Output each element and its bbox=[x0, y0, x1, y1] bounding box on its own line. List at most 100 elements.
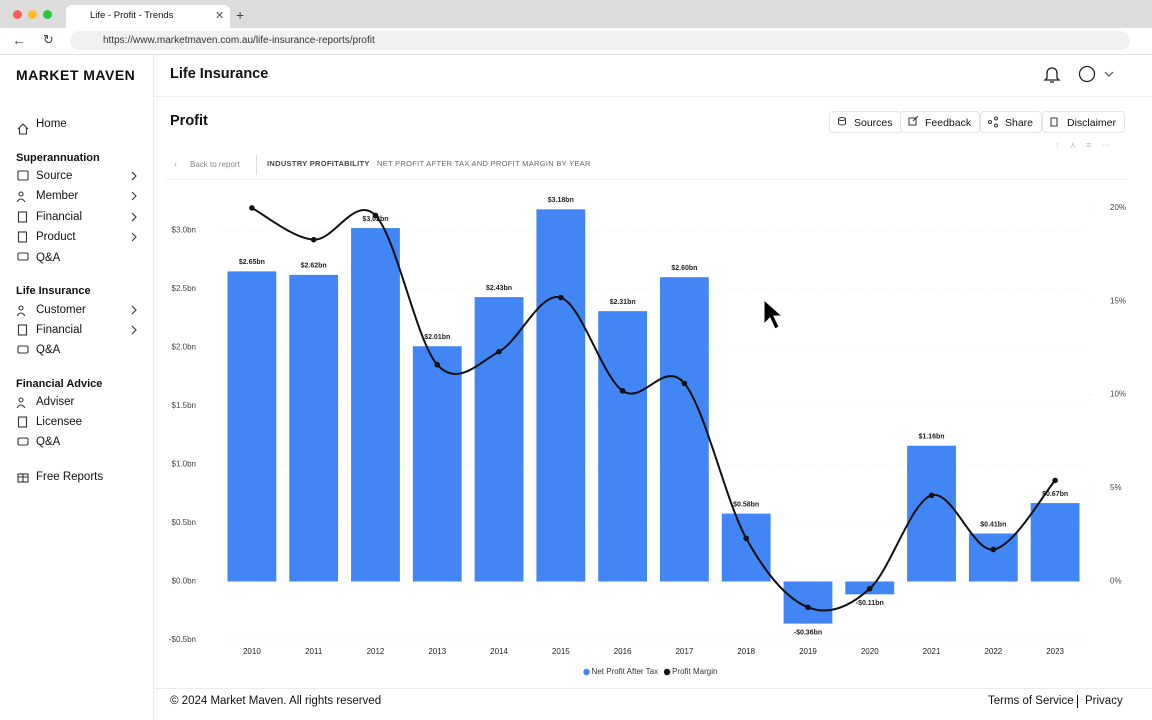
nav-item[interactable]: Financial bbox=[36, 324, 83, 336]
legend-label: Profit Margin bbox=[672, 667, 717, 676]
y-tick-label: $0.0bn bbox=[172, 577, 196, 586]
sources-button[interactable]: Sources bbox=[829, 111, 902, 133]
line-point bbox=[1052, 477, 1058, 484]
bar bbox=[351, 228, 400, 582]
nav-item[interactable]: Licensee bbox=[36, 416, 83, 428]
icon bbox=[17, 211, 28, 223]
x-tick-label: 2021 bbox=[923, 647, 941, 656]
x-tick-label: 2015 bbox=[552, 647, 570, 656]
line-point bbox=[372, 212, 379, 219]
y-tick-label: $3.0bn bbox=[172, 226, 196, 235]
data-label: $2.43bn bbox=[486, 285, 512, 292]
nav-home[interactable]: Home bbox=[36, 118, 67, 130]
section-title: Life Insurance bbox=[16, 285, 91, 297]
line-point bbox=[434, 361, 441, 368]
icon bbox=[17, 170, 29, 181]
new-tab[interactable]: + bbox=[236, 7, 245, 23]
y-tick-label: $1.5bn bbox=[172, 401, 196, 410]
line-point bbox=[619, 388, 626, 394]
y-tick-label: $1.0bn bbox=[172, 460, 196, 469]
back-button[interactable]: ← bbox=[12, 32, 26, 48]
minimize-window[interactable] bbox=[28, 10, 37, 19]
account-menu[interactable] bbox=[1104, 71, 1114, 77]
address-bar[interactable] bbox=[70, 31, 1130, 50]
privacy-link[interactable]: Privacy bbox=[1085, 695, 1123, 707]
nav-item[interactable]: Customer bbox=[36, 304, 86, 316]
chevron[interactable] bbox=[131, 191, 137, 201]
close-window[interactable] bbox=[13, 10, 22, 19]
icon bbox=[17, 252, 29, 261]
chevron[interactable] bbox=[131, 325, 137, 335]
bar bbox=[598, 311, 648, 582]
footer-divider bbox=[154, 688, 1152, 689]
bar bbox=[659, 277, 709, 582]
chevron[interactable] bbox=[131, 232, 137, 242]
line-point bbox=[866, 585, 873, 592]
nav-item[interactable]: Product bbox=[36, 231, 76, 243]
x-tick-label: 2020 bbox=[861, 647, 879, 656]
data-label: $2.62bn bbox=[301, 263, 327, 270]
chart: -$0.5bn $0.0bn $0.5bn $1.0bn $1.5bn $2.0bn $2.… bbox=[169, 197, 1126, 676]
bar bbox=[474, 297, 524, 582]
line-point bbox=[310, 236, 317, 243]
maximize-window[interactable] bbox=[43, 10, 52, 19]
data-label: $3.18bn bbox=[548, 197, 574, 204]
nav-item[interactable]: Financial bbox=[36, 211, 83, 223]
data-label: $0.58bn bbox=[733, 501, 759, 508]
nav-free-reports[interactable]: Free Reports bbox=[36, 471, 104, 483]
breadcrumb-divider bbox=[256, 155, 257, 175]
tab-close[interactable]: ✕ bbox=[215, 10, 225, 22]
y2-tick-label: 0% bbox=[1110, 576, 1122, 585]
bar bbox=[1030, 503, 1080, 582]
icon bbox=[16, 404, 26, 409]
notifications-icon[interactable] bbox=[1043, 67, 1061, 83]
data-label: $2.31bn bbox=[610, 299, 636, 306]
nav-item[interactable]: Member bbox=[36, 190, 79, 202]
active-tab[interactable] bbox=[66, 5, 230, 28]
chevron[interactable] bbox=[131, 171, 137, 181]
y-tick-label: $2.5bn bbox=[172, 284, 196, 293]
nav-item[interactable]: Adviser bbox=[36, 396, 75, 408]
data-label: $0.41bn bbox=[980, 521, 1006, 528]
icon bbox=[18, 191, 24, 197]
line-point bbox=[496, 348, 502, 355]
chevron[interactable] bbox=[131, 305, 137, 315]
icon bbox=[18, 305, 24, 311]
tab-title: Life - Profit - Trends bbox=[90, 10, 174, 21]
nav-item[interactable]: Source bbox=[36, 170, 73, 182]
feedback-button[interactable]: Feedback bbox=[900, 111, 981, 133]
x-tick-label: 2012 bbox=[367, 647, 385, 656]
line-point bbox=[743, 535, 749, 542]
account-icon[interactable] bbox=[1078, 65, 1096, 83]
bar bbox=[907, 445, 956, 582]
chevron[interactable] bbox=[131, 212, 137, 222]
icon bbox=[17, 324, 28, 336]
header-icons bbox=[1043, 65, 1114, 83]
sidebar bbox=[0, 55, 154, 720]
y2-tick-label: 10% bbox=[1110, 390, 1126, 399]
header-title: Life Insurance bbox=[170, 66, 269, 82]
visual-toolbar[interactable]: ↑⋏≡⋯ bbox=[1055, 140, 1121, 150]
nav-item[interactable]: Q&A bbox=[36, 252, 61, 264]
icon bbox=[17, 231, 28, 243]
reload-button[interactable]: ↻ bbox=[43, 32, 54, 47]
nav-item[interactable]: Q&A bbox=[36, 344, 61, 356]
share-button[interactable]: Share bbox=[980, 111, 1043, 133]
x-tick-label: 2017 bbox=[675, 647, 693, 656]
terms-link[interactable]: Terms of Service bbox=[988, 695, 1074, 707]
x-tick-label: 2023 bbox=[1046, 647, 1064, 656]
x-tick-label: 2018 bbox=[737, 647, 755, 656]
page-title: Profit bbox=[170, 113, 208, 129]
legend: Net Profit After Tax Profit Margin bbox=[583, 667, 717, 676]
x-tick-label: 2016 bbox=[614, 647, 632, 656]
nav-item[interactable]: Q&A bbox=[36, 436, 61, 448]
back-to-report[interactable]: Back to report bbox=[190, 160, 240, 169]
back-link[interactable]: ‹ bbox=[174, 159, 177, 169]
header-divider bbox=[154, 96, 1152, 97]
brand[interactable]: MARKET MAVEN bbox=[16, 67, 136, 83]
disclaimer-button[interactable]: Disclaimer bbox=[1042, 111, 1126, 133]
x-tick-label: 2014 bbox=[490, 647, 508, 656]
footer-separator bbox=[1077, 695, 1078, 708]
y2-tick-label: 20% bbox=[1110, 203, 1126, 212]
